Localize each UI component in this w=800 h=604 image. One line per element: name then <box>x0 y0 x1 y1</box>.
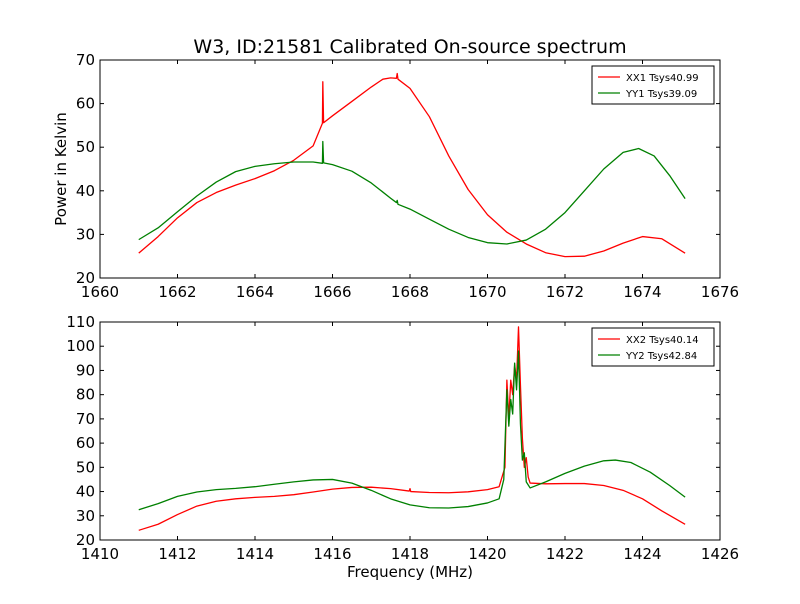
x-tick-label: 1666 <box>313 283 351 301</box>
x-tick-label: 1670 <box>468 283 506 301</box>
legend-label: YY2 Tsys42.84 <box>625 351 697 362</box>
chart-panel-1: 1660 1662 1664 1666 1668 1670 1672 1674 1676 20 30… <box>52 51 739 301</box>
series-line-1-2 <box>138 140 686 245</box>
x-tick-label: 1414 <box>236 545 274 563</box>
x-tick-label: 1412 <box>158 545 196 563</box>
y-tick-label: 20 <box>76 269 95 287</box>
y-tick-label: 70 <box>76 51 95 69</box>
legend: XX1 Tsys40.99 YY1 Tsys39.09 <box>591 65 715 105</box>
x-tick-label: 1418 <box>391 545 429 563</box>
x-tick-label: 1422 <box>546 545 584 563</box>
x-tick-label: 1668 <box>391 283 429 301</box>
x-tick-label: 1420 <box>468 545 506 563</box>
y-tick-label: 80 <box>76 386 95 404</box>
y-tick-label: 40 <box>76 483 95 501</box>
x-tick-label: 1660 <box>81 283 119 301</box>
y-tick-label: 50 <box>76 458 95 476</box>
y-tick-label: 50 <box>76 138 95 156</box>
legend-box <box>591 65 715 105</box>
y-tick-label: 60 <box>76 434 95 452</box>
figure-title: W3, ID:21581 Calibrated On-source spectr… <box>193 36 626 58</box>
y-tick-label: 40 <box>76 182 95 200</box>
series-line-2-2 <box>138 350 686 511</box>
x-tick-label: 1674 <box>623 283 661 301</box>
x-tick-label: 1416 <box>313 545 351 563</box>
series-line-1-1 <box>138 72 686 258</box>
y-tick-label: 20 <box>76 531 95 549</box>
series-line-2-1 <box>138 326 686 531</box>
y-tick-label: 60 <box>76 95 95 113</box>
x-tick-label: 1426 <box>701 545 739 563</box>
legend-label: XX1 Tsys40.99 <box>626 73 699 84</box>
x-tick-label: 1676 <box>701 283 739 301</box>
legend-label: XX2 Tsys40.14 <box>626 335 699 346</box>
y-tick-label: 90 <box>76 361 95 379</box>
x-tick-label: 1424 <box>623 545 661 563</box>
legend-box <box>591 327 715 367</box>
y-tick-label: 110 <box>66 313 95 331</box>
y-axis-label: Power in Kelvin <box>52 112 70 226</box>
y-tick-label: 30 <box>76 507 95 525</box>
y-tick-label: 100 <box>66 337 95 355</box>
x-tick-label: 1664 <box>236 283 274 301</box>
legend-label: YY1 Tsys39.09 <box>625 89 697 100</box>
y-tick-label: 30 <box>76 225 95 243</box>
legend: XX2 Tsys40.14 YY2 Tsys42.84 <box>591 327 715 367</box>
y-tick-label: 70 <box>76 410 95 428</box>
x-axis-label: Frequency (MHz) <box>347 563 473 581</box>
x-tick-label: 1662 <box>158 283 196 301</box>
chart-panel-2: 1410 1412 1414 1416 1418 1420 1422 1424 1426 20 30… <box>66 313 739 581</box>
chart-panels: 1660 1662 1664 1666 1668 1670 1672 1674 1676 20 30… <box>52 51 739 581</box>
x-tick-label: 1410 <box>81 545 119 563</box>
x-tick-label: 1672 <box>546 283 584 301</box>
